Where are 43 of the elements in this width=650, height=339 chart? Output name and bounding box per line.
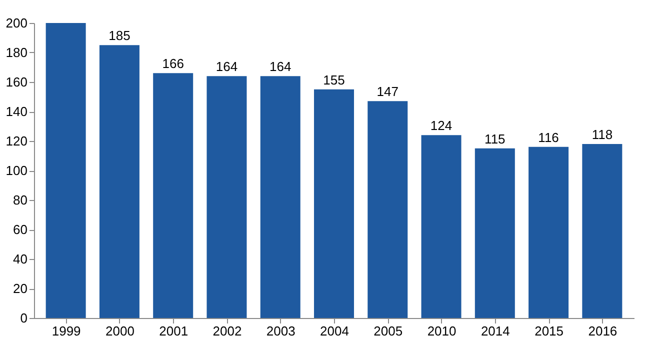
x-tick-label: 2005 (374, 324, 403, 338)
data-label: 164 (270, 59, 292, 74)
bar (421, 135, 462, 318)
y-tick-label: 20 (13, 281, 28, 296)
bar (206, 76, 247, 318)
y-tick-label: 140 (6, 104, 28, 119)
data-label: 155 (323, 72, 345, 88)
y-tick-label: 200 (6, 16, 28, 30)
x-tick-label: 2014 (480, 324, 510, 338)
data-label: 164 (216, 59, 238, 74)
y-tick-label: 0 (20, 310, 28, 326)
data-label: 185 (108, 28, 130, 44)
x-tick-label: 2000 (105, 324, 134, 338)
bar (314, 89, 354, 318)
bar (582, 144, 622, 318)
x-tick-label: 2002 (212, 324, 242, 338)
data-label: 124 (430, 118, 452, 134)
y-tick-label: 80 (13, 192, 28, 208)
x-tick-label: 2016 (588, 324, 618, 338)
x-tick-label: 2004 (320, 324, 349, 338)
x-tick-label: 2015 (534, 324, 564, 338)
bar (368, 101, 408, 318)
bar (474, 148, 515, 318)
data-label: 166 (162, 56, 184, 72)
data-label: 147 (376, 84, 398, 100)
bar (260, 76, 300, 318)
x-tick-label: 2003 (266, 324, 296, 338)
x-tick-label: 2001 (159, 324, 188, 338)
x-tick-label: 1999 (52, 324, 81, 338)
bar (99, 45, 140, 318)
y-tick-label: 100 (6, 163, 28, 178)
bar (46, 23, 86, 318)
x-tick-label: 2010 (427, 324, 456, 338)
y-tick-label: 160 (6, 74, 28, 90)
y-tick-label: 40 (13, 252, 28, 266)
bar (153, 73, 194, 318)
y-tick-label: 180 (6, 45, 28, 60)
data-label: 115 (484, 131, 506, 146)
data-label: 116 (538, 130, 559, 145)
bar (528, 146, 569, 318)
data-label: 118 (592, 126, 613, 142)
y-tick-label: 120 (6, 134, 28, 148)
y-tick-label: 60 (13, 222, 28, 237)
